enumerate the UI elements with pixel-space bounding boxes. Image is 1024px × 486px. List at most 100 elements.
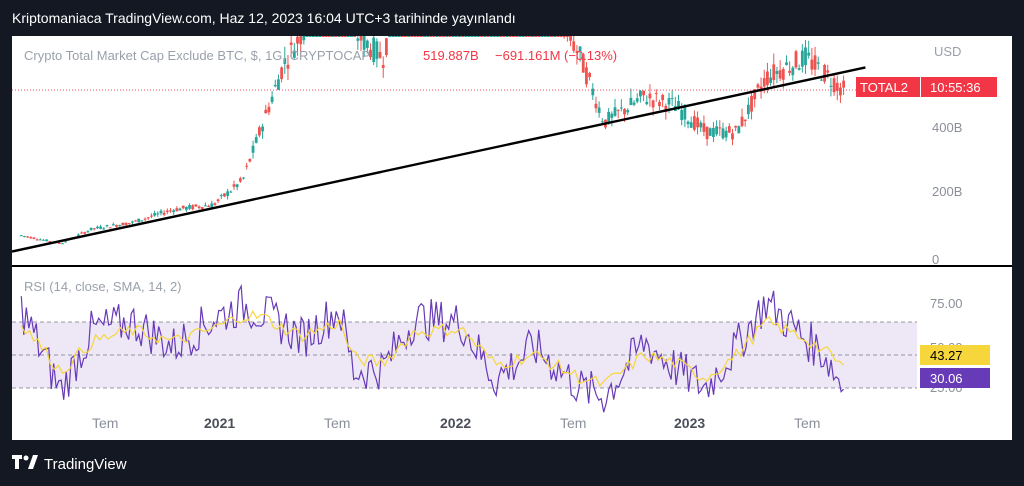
candle-body — [572, 41, 576, 51]
candle-body — [327, 36, 331, 37]
candle-body — [683, 106, 687, 120]
candle-body — [296, 36, 299, 44]
candle-body — [489, 36, 493, 37]
candle-body — [273, 84, 277, 87]
candle-body — [496, 36, 499, 37]
candle-body — [343, 36, 347, 37]
candle-body — [473, 36, 477, 37]
candle-body — [86, 231, 90, 233]
chart-panel[interactable]: Crypto Total Market Cap Exclude BTC, $, … — [11, 36, 1012, 440]
symbol-badge-bg — [856, 77, 920, 97]
candle-body — [737, 126, 741, 134]
candle-body — [575, 50, 579, 53]
candle-body — [432, 36, 436, 37]
sma-badge: 43.27 — [930, 348, 963, 363]
candle-body — [83, 232, 87, 234]
candle-body — [565, 36, 569, 37]
candle-body — [734, 125, 738, 128]
candle-body — [785, 62, 788, 65]
candle-body — [750, 95, 753, 112]
candle-body — [23, 236, 26, 238]
candle-body — [826, 70, 830, 73]
candle-body — [245, 165, 249, 167]
candle-body — [38, 239, 42, 241]
candle-body — [146, 217, 150, 219]
candle-body — [115, 225, 118, 227]
candle-body — [486, 36, 490, 37]
candle-body — [435, 36, 439, 37]
candle-body — [454, 36, 458, 37]
time-axis[interactable]: Tem 2021 Tem 2022 Tem 2023 Tem — [92, 415, 820, 431]
candle-body — [775, 70, 779, 74]
time-label-2021: 2021 — [204, 415, 235, 431]
candle-body — [172, 210, 176, 213]
candle-body — [712, 127, 715, 138]
candle-body — [175, 208, 179, 212]
rsi-sma-line — [20, 310, 844, 388]
candle-body — [829, 85, 833, 87]
candle-body — [340, 36, 344, 37]
candle-body — [616, 109, 620, 111]
time-label-tem-2023: Tem — [794, 415, 820, 431]
candle-body — [661, 94, 665, 101]
candle-body — [292, 50, 296, 58]
candle-body — [658, 101, 661, 107]
support-trendline[interactable] — [11, 66, 866, 253]
candle-body — [197, 206, 201, 208]
price-pane[interactable]: Crypto Total Market Cap Exclude BTC, $, … — [11, 36, 997, 267]
candle-body — [639, 90, 642, 97]
candle-body — [781, 69, 785, 80]
candle-body — [585, 67, 588, 85]
candle-body — [623, 109, 626, 115]
candle-body — [769, 77, 772, 83]
candle-body — [645, 101, 649, 105]
candle-body — [77, 234, 80, 236]
candle-body — [788, 70, 792, 73]
candle-body — [207, 205, 210, 208]
candle-body — [600, 121, 604, 123]
candle-body — [816, 62, 820, 64]
candle-body — [670, 97, 674, 99]
candle-body — [226, 191, 230, 196]
candle-body — [48, 241, 52, 243]
candle-body — [178, 208, 182, 211]
candle-body — [689, 122, 693, 128]
candle-body — [813, 55, 817, 70]
candle-body — [19, 235, 23, 237]
candle-body — [702, 123, 706, 132]
candle-body — [540, 36, 544, 37]
candle-body — [619, 107, 623, 109]
candle-body — [524, 36, 528, 37]
candle-body — [426, 36, 430, 37]
candle-body — [391, 36, 395, 37]
chart-svg[interactable]: Crypto Total Market Cap Exclude BTC, $, … — [11, 36, 1012, 440]
candle-body — [267, 106, 271, 113]
sma-badge-bg — [920, 345, 990, 365]
candle-body — [835, 82, 839, 91]
candle-body — [204, 205, 207, 207]
candle-body — [715, 126, 719, 135]
candle-body — [99, 226, 103, 229]
candle-body — [400, 36, 404, 37]
candle-body — [353, 36, 357, 37]
candle-body — [251, 145, 255, 153]
countdown-badge: 10:55:36 — [930, 80, 981, 95]
candle-body — [26, 236, 30, 238]
candle-body — [270, 96, 274, 103]
candle-body — [378, 51, 382, 58]
candle-body — [562, 36, 566, 37]
candle-body — [550, 36, 553, 37]
rsi-pane[interactable]: RSI (14, close, SMA, 14, 2) 75.00 50.00 … — [12, 279, 990, 413]
candle-body — [121, 222, 125, 226]
candle-body — [397, 36, 401, 37]
candle-body — [480, 36, 484, 37]
candle-body — [461, 36, 465, 37]
rsi-tick-75: 75.00 — [930, 296, 963, 311]
footer-brand[interactable]: TradingView — [12, 455, 127, 473]
candle-body — [289, 42, 293, 45]
candle-body — [375, 41, 379, 59]
candle-body — [515, 36, 518, 37]
candle-body — [350, 36, 353, 37]
candle-body — [607, 111, 611, 124]
candle-body — [578, 46, 582, 52]
